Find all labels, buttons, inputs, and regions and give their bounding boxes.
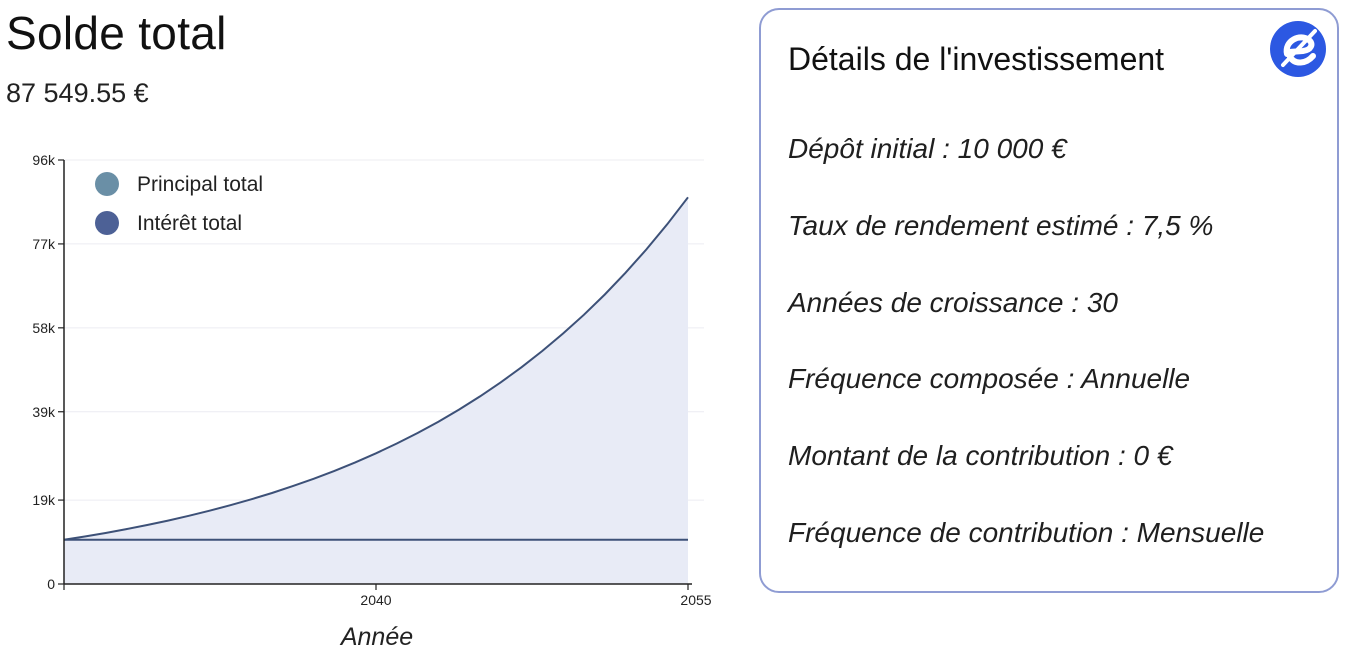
y-tick-label: 0 (47, 576, 55, 592)
balance-chart: 0 19k 39k 58k 77k 96k 2040 2055 Principal total… (32, 152, 711, 651)
balance-title: Solde total (6, 7, 227, 59)
detail-return-rate: Taux de rendement estimé : 7,5 % (788, 210, 1214, 241)
detail-growth-years: Années de croissance : 30 (788, 287, 1118, 318)
y-tick-label: 58k (32, 320, 56, 336)
y-tick-label: 96k (32, 152, 56, 168)
interest-line (63, 196, 689, 541)
legend-label: Principal total (137, 173, 263, 196)
y-tick-label: 19k (32, 492, 56, 508)
investment-details-card: Détails de l'investissement Dépôt initia… (759, 8, 1339, 593)
y-tick-label: 39k (32, 404, 56, 420)
detail-contribution-frequency: Fréquence de contribution : Mensuelle (788, 517, 1265, 548)
detail-initial-deposit: Dépôt initial : 10 000 € (788, 133, 1067, 164)
interest-area (64, 197, 688, 585)
balance-value: 87 549.55 € (6, 78, 149, 108)
x-tick-label: 2040 (360, 592, 391, 608)
chart-legend: Principal total Intérêt total (95, 172, 263, 235)
e-logo-icon (1270, 21, 1326, 77)
x-tick-label: 2055 (680, 592, 711, 608)
balance-panel: 0 19k 39k 58k 77k 96k 2040 2055 Principal total… (6, 7, 712, 651)
y-tick-label: 77k (32, 236, 56, 252)
chart-axes: 0 19k 39k 58k 77k 96k 2040 2055 (32, 152, 711, 608)
detail-compound-frequency: Fréquence composée : Annuelle (788, 363, 1191, 394)
x-axis-label: Année (339, 623, 413, 651)
detail-contribution-amount: Montant de la contribution : 0 € (788, 440, 1173, 471)
legend-marker-icon (95, 211, 119, 235)
details-title: Détails de l'investissement (788, 41, 1165, 77)
legend-marker-icon (95, 172, 119, 196)
legend-label: Intérêt total (137, 212, 242, 235)
